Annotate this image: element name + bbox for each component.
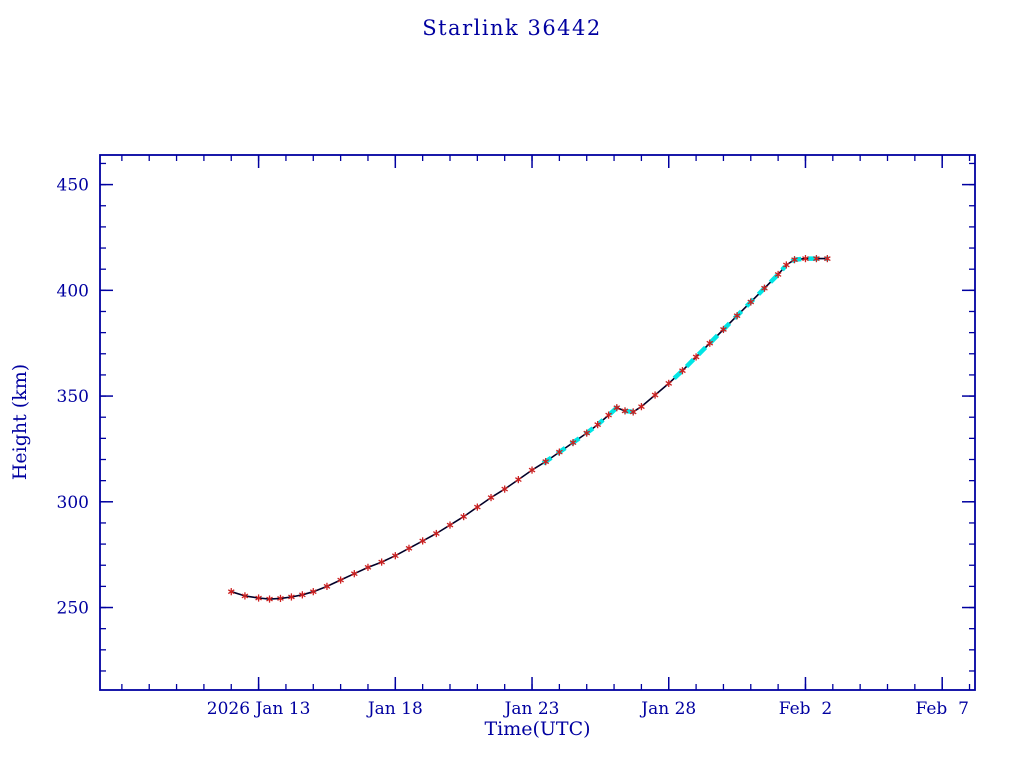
asterisk-marker	[309, 588, 317, 596]
asterisk-marker	[569, 438, 577, 447]
axis-ticks	[100, 155, 975, 690]
x-tick-label: Feb 7	[915, 699, 968, 719]
asterisk-marker	[277, 594, 284, 603]
asterisk-marker	[823, 255, 831, 263]
asterisk-marker	[460, 513, 468, 521]
asterisk-marker	[747, 298, 755, 306]
asterisk-marker	[473, 503, 481, 511]
y-tick-label: 300	[57, 493, 89, 513]
asterisk-marker	[638, 403, 645, 411]
x-axis-label: Time(UTC)	[484, 718, 591, 740]
asterisk-marker	[364, 563, 372, 571]
y-tick-label: 450	[57, 176, 89, 196]
asterisk-marker	[323, 582, 331, 590]
asterisk-marker	[405, 544, 413, 552]
plot-frame	[99, 154, 976, 691]
asterisk-marker	[706, 339, 714, 347]
asterisk-marker	[692, 353, 700, 361]
height-curve	[231, 257, 828, 600]
asterisk-marker	[621, 407, 629, 415]
asterisk-marker	[419, 537, 427, 545]
asterisk-marker	[720, 325, 727, 334]
asterisk-marker	[665, 379, 673, 387]
x-tick-label: Feb 2	[779, 699, 832, 719]
asterisk-marker	[802, 255, 809, 263]
y-tick-label: 250	[57, 599, 89, 619]
x-tick-label: Jan 23	[503, 699, 560, 719]
asterisk-marker	[761, 284, 768, 292]
asterisk-marker	[288, 593, 295, 601]
asterisk-marker	[629, 408, 637, 416]
asterisk-marker	[782, 261, 790, 269]
asterisk-marker	[446, 521, 454, 529]
cyan-overlay-segment	[672, 265, 787, 380]
asterisk-marker	[227, 588, 235, 596]
asterisk-marker	[613, 404, 621, 412]
x-tick-label: 2026 Jan 13	[207, 699, 311, 719]
y-tick-label: 400	[57, 281, 89, 301]
asterisk-marker	[542, 458, 550, 466]
asterisk-marker	[774, 270, 782, 279]
asterisk-marker	[255, 594, 262, 602]
asterisk-marker	[556, 448, 563, 456]
data-point-markers	[227, 255, 831, 603]
asterisk-marker	[266, 595, 273, 603]
asterisk-marker	[487, 493, 495, 502]
asterisk-marker	[679, 367, 686, 375]
asterisk-marker	[298, 591, 306, 599]
asterisk-marker	[528, 466, 536, 474]
asterisk-marker	[241, 592, 249, 600]
asterisk-marker	[337, 576, 344, 584]
asterisk-marker	[733, 312, 741, 320]
asterisk-marker	[813, 255, 820, 263]
asterisk-marker	[791, 256, 798, 264]
asterisk-marker	[594, 421, 602, 429]
x-tick-label: Jan 18	[366, 699, 423, 719]
asterisk-marker	[583, 429, 591, 437]
asterisk-marker	[515, 475, 522, 484]
asterisk-marker	[391, 552, 399, 560]
y-tick-label: 350	[57, 387, 89, 407]
asterisk-marker	[651, 391, 659, 399]
asterisk-marker	[501, 485, 509, 493]
asterisk-marker	[605, 411, 612, 419]
asterisk-marker	[350, 570, 358, 578]
asterisk-marker	[378, 558, 385, 566]
y-tick-labels: 250 300 350 400 450	[57, 176, 89, 619]
asterisk-marker	[432, 529, 440, 538]
x-tick-label: Jan 28	[639, 699, 696, 719]
x-tick-labels: 2026 Jan 13 Jan 18 Jan 23 Jan 28 Feb 2 Feb 7	[207, 699, 969, 719]
chart-title: Starlink 36442	[422, 16, 602, 40]
